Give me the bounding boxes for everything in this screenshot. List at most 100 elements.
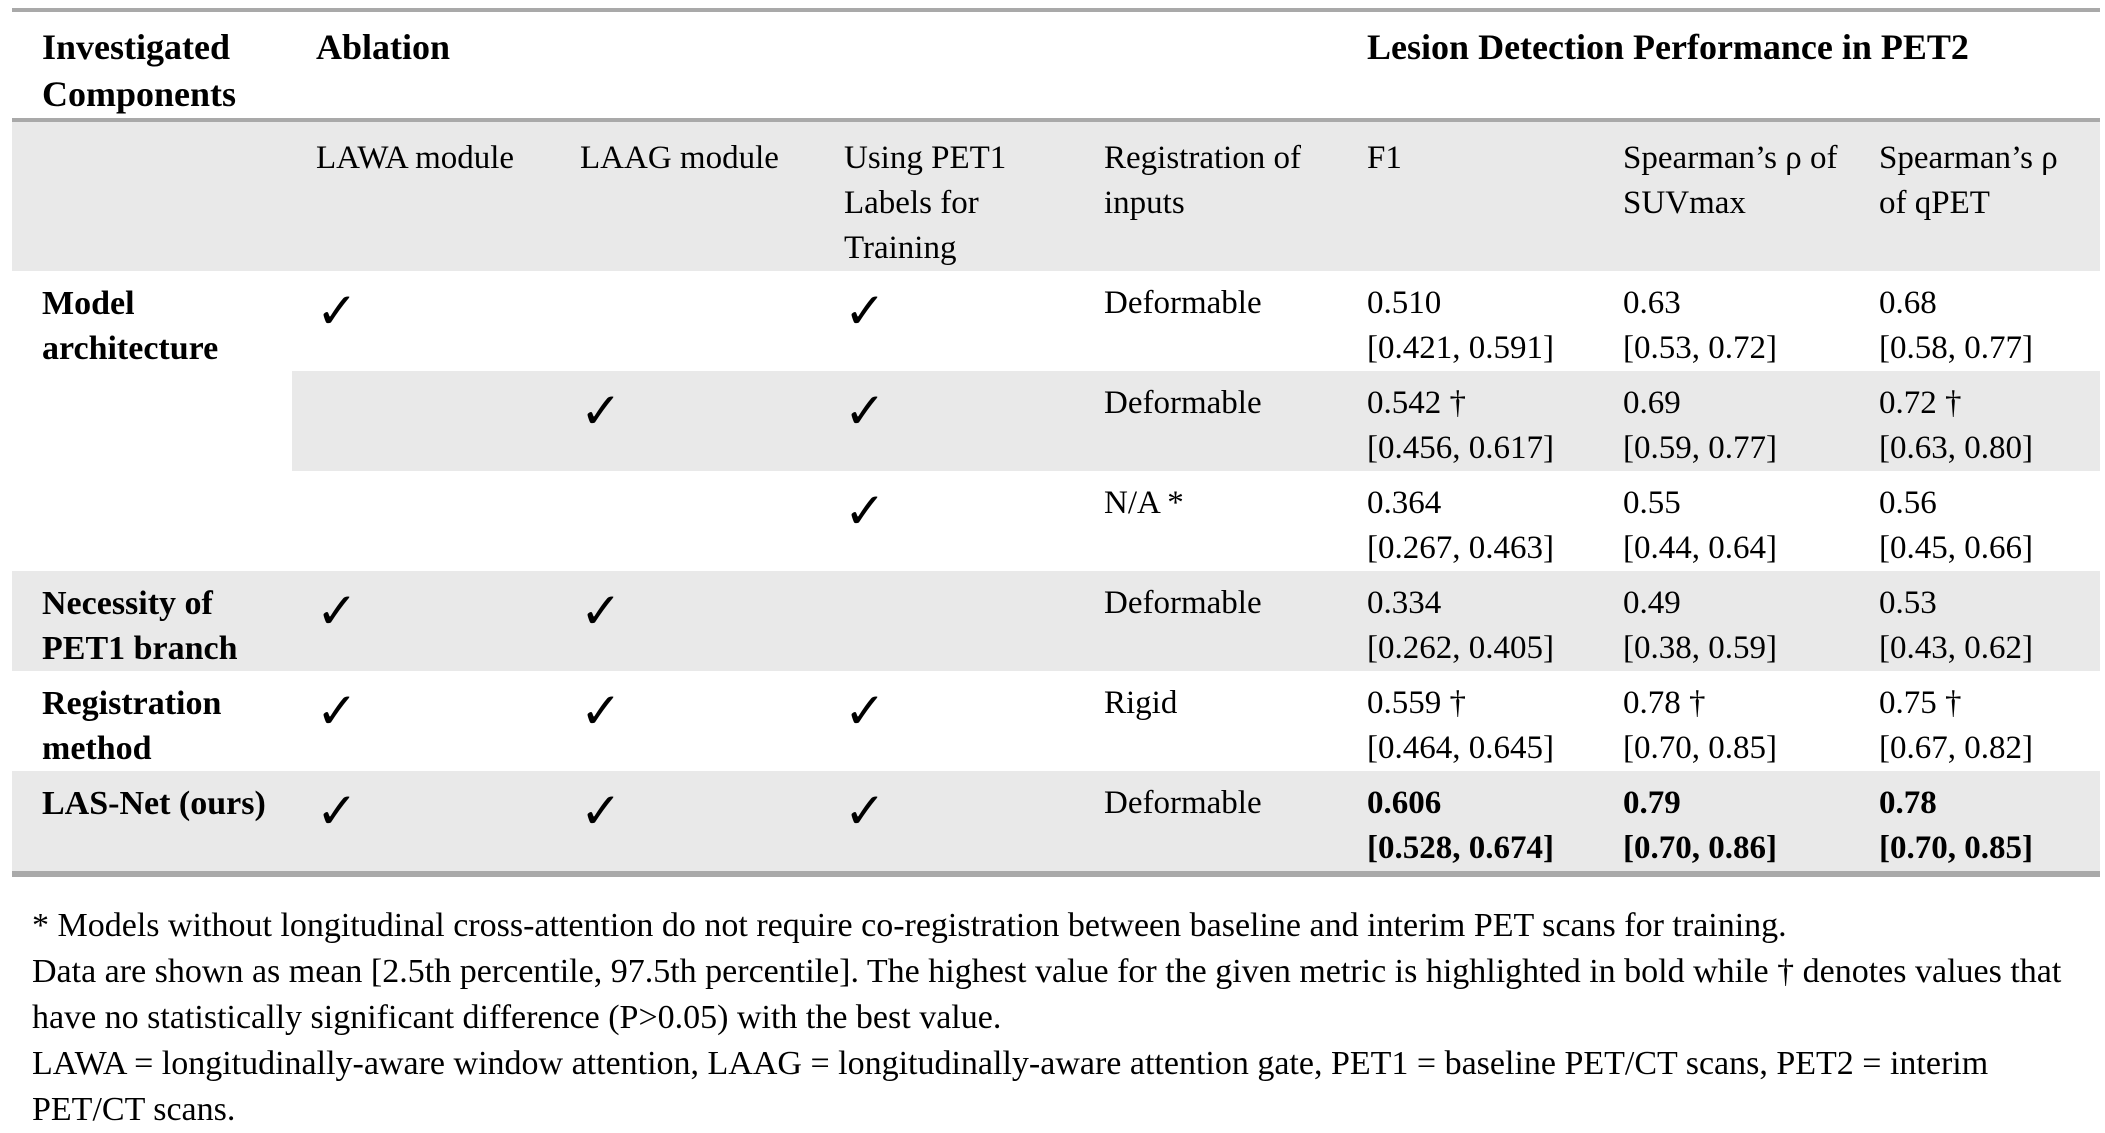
row-group-model-architecture: Model architecture [42, 285, 219, 367]
table-row: LAS-Net (ours) ✓ ✓ ✓ Deformable 0.606 [0… [12, 771, 2101, 874]
cell-spearman-qpet: 0.53 [0.43, 0.62] [1855, 571, 2100, 671]
header-pet1-labels: Using PET1 Labels for Training [844, 140, 1007, 266]
header-lawa-module: LAWA module [316, 140, 515, 176]
f1-ci: [0.421, 0.591] [1367, 330, 1555, 366]
footnote-registration-asterisk: * Models without longitudinal cross-atte… [32, 907, 1787, 944]
f1-ci: [0.267, 0.463] [1367, 530, 1555, 566]
f1-mean: 0.510 [1367, 285, 1442, 321]
suvmax-mean: 0.63 [1623, 285, 1681, 321]
cell-registration: Deformable [1104, 385, 1262, 421]
header-row-1: Investigated Components Ablation Lesion … [12, 10, 2101, 122]
qpet-mean: 0.68 [1879, 285, 1937, 321]
f1-mean: 0.364 [1367, 485, 1442, 521]
cell-spearman-suvmax: 0.78 † [0.70, 0.85] [1599, 671, 1855, 771]
f1-ci: [0.456, 0.617] [1367, 430, 1555, 466]
check-lawa: ✓ [316, 782, 358, 840]
f1-mean: 0.606 [1367, 785, 1442, 821]
footnote-data-format: Data are shown as mean [2.5th percentile… [32, 953, 2062, 1036]
header-ablation: Ablation [292, 10, 1344, 122]
cell-spearman-qpet: 0.72 † [0.63, 0.80] [1855, 371, 2100, 471]
check-laag: ✓ [580, 382, 622, 440]
check-pet1-labels: ✓ [844, 482, 886, 540]
qpet-mean: 0.72 † [1879, 385, 1962, 421]
check-lawa: ✓ [316, 582, 358, 640]
table-footnotes: * Models without longitudinal cross-atte… [32, 903, 2080, 1133]
cell-spearman-suvmax: 0.49 [0.38, 0.59] [1599, 571, 1855, 671]
header-investigated-components: Investigated Components [12, 10, 292, 122]
cell-registration: N/A * [1104, 485, 1184, 521]
cell-f1: 0.606 [0.528, 0.674] [1343, 771, 1599, 874]
cell-spearman-qpet: 0.75 † [0.67, 0.82] [1855, 671, 2100, 771]
check-laag: ✓ [580, 682, 622, 740]
qpet-mean: 0.78 [1879, 785, 1937, 821]
f1-ci: [0.262, 0.405] [1367, 630, 1555, 666]
qpet-ci: [0.63, 0.80] [1879, 430, 2034, 466]
header-f1: F1 [1367, 140, 1402, 176]
cell-registration: Deformable [1104, 585, 1262, 621]
check-lawa [292, 371, 556, 471]
table-row: ✓ N/A * 0.364 [0.267, 0.463] 0.55 [0.44,… [12, 471, 2100, 571]
suvmax-ci: [0.38, 0.59] [1623, 630, 1778, 666]
check-laag: ✓ [580, 582, 622, 640]
f1-mean: 0.559 † [1367, 685, 1467, 721]
qpet-ci: [0.43, 0.62] [1879, 630, 2034, 666]
suvmax-ci: [0.53, 0.72] [1623, 330, 1778, 366]
cell-registration: Deformable [1104, 285, 1262, 321]
cell-registration: Rigid [1104, 685, 1178, 721]
suvmax-mean: 0.69 [1623, 385, 1681, 421]
qpet-ci: [0.70, 0.85] [1879, 830, 2034, 866]
suvmax-ci: [0.70, 0.86] [1623, 830, 1778, 866]
cell-f1: 0.542 † [0.456, 0.617] [1343, 371, 1599, 471]
header-lesion-detection-performance: Lesion Detection Performance in PET2 [1343, 10, 2101, 122]
f1-ci: [0.464, 0.645] [1367, 730, 1555, 766]
suvmax-ci: [0.70, 0.85] [1623, 730, 1778, 766]
f1-ci: [0.528, 0.674] [1367, 830, 1555, 866]
header-registration-of-inputs: Registration of inputs [1104, 140, 1302, 221]
cell-spearman-qpet: 0.78 [0.70, 0.85] [1855, 771, 2100, 874]
cell-spearman-suvmax: 0.55 [0.44, 0.64] [1599, 471, 1855, 571]
check-laag [556, 271, 820, 371]
row-group-las-net-ours: LAS-Net (ours) [42, 785, 266, 822]
f1-mean: 0.334 [1367, 585, 1442, 621]
check-pet1-labels: ✓ [844, 382, 886, 440]
footnote-abbreviations: LAWA = longitudinally-aware window atten… [32, 1045, 1989, 1128]
check-laag: ✓ [580, 782, 622, 840]
table-row: Model architecture ✓ ✓ Deformable 0.510 … [12, 271, 2100, 371]
suvmax-ci: [0.44, 0.64] [1623, 530, 1778, 566]
qpet-mean: 0.75 † [1879, 685, 1962, 721]
cell-f1: 0.559 † [0.464, 0.645] [1343, 671, 1599, 771]
row-group-necessity-pet1-branch: Necessity of PET1 branch [42, 585, 238, 667]
check-lawa: ✓ [316, 282, 358, 340]
check-pet1-labels: ✓ [844, 782, 886, 840]
f1-mean: 0.542 † [1367, 385, 1467, 421]
cell-f1: 0.510 [0.421, 0.591] [1343, 271, 1599, 371]
cell-spearman-qpet: 0.56 [0.45, 0.66] [1855, 471, 2100, 571]
header-spearman-qpet: Spearman’s ρ of qPET [1879, 140, 2058, 221]
check-laag [556, 471, 820, 571]
header-laag-module: LAAG module [580, 140, 779, 176]
table-row: ✓ ✓ Deformable 0.542 † [0.456, 0.617] 0.… [12, 371, 2101, 471]
check-pet1-labels [820, 571, 1080, 671]
suvmax-ci: [0.59, 0.77] [1623, 430, 1778, 466]
check-lawa: ✓ [316, 682, 358, 740]
table-row: Registration method ✓ ✓ ✓ Rigid 0.559 † … [12, 671, 2100, 771]
check-pet1-labels: ✓ [844, 282, 886, 340]
header-empty-cell [12, 120, 292, 271]
header-row-2: LAWA module LAAG module Using PET1 Label… [12, 120, 2101, 271]
qpet-ci: [0.45, 0.66] [1879, 530, 2034, 566]
check-pet1-labels: ✓ [844, 682, 886, 740]
check-lawa [292, 471, 556, 571]
qpet-mean: 0.56 [1879, 485, 1937, 521]
cell-spearman-qpet: 0.68 [0.58, 0.77] [1855, 271, 2100, 371]
cell-spearman-suvmax: 0.63 [0.53, 0.72] [1599, 271, 1855, 371]
qpet-ci: [0.67, 0.82] [1879, 730, 2034, 766]
cell-f1: 0.364 [0.267, 0.463] [1343, 471, 1599, 571]
suvmax-mean: 0.79 [1623, 785, 1681, 821]
cell-spearman-suvmax: 0.79 [0.70, 0.86] [1599, 771, 1855, 874]
cell-spearman-suvmax: 0.69 [0.59, 0.77] [1599, 371, 1855, 471]
row-group-registration-method: Registration method [42, 685, 222, 767]
qpet-mean: 0.53 [1879, 585, 1937, 621]
suvmax-mean: 0.78 † [1623, 685, 1706, 721]
qpet-ci: [0.58, 0.77] [1879, 330, 2034, 366]
cell-f1: 0.334 [0.262, 0.405] [1343, 571, 1599, 671]
